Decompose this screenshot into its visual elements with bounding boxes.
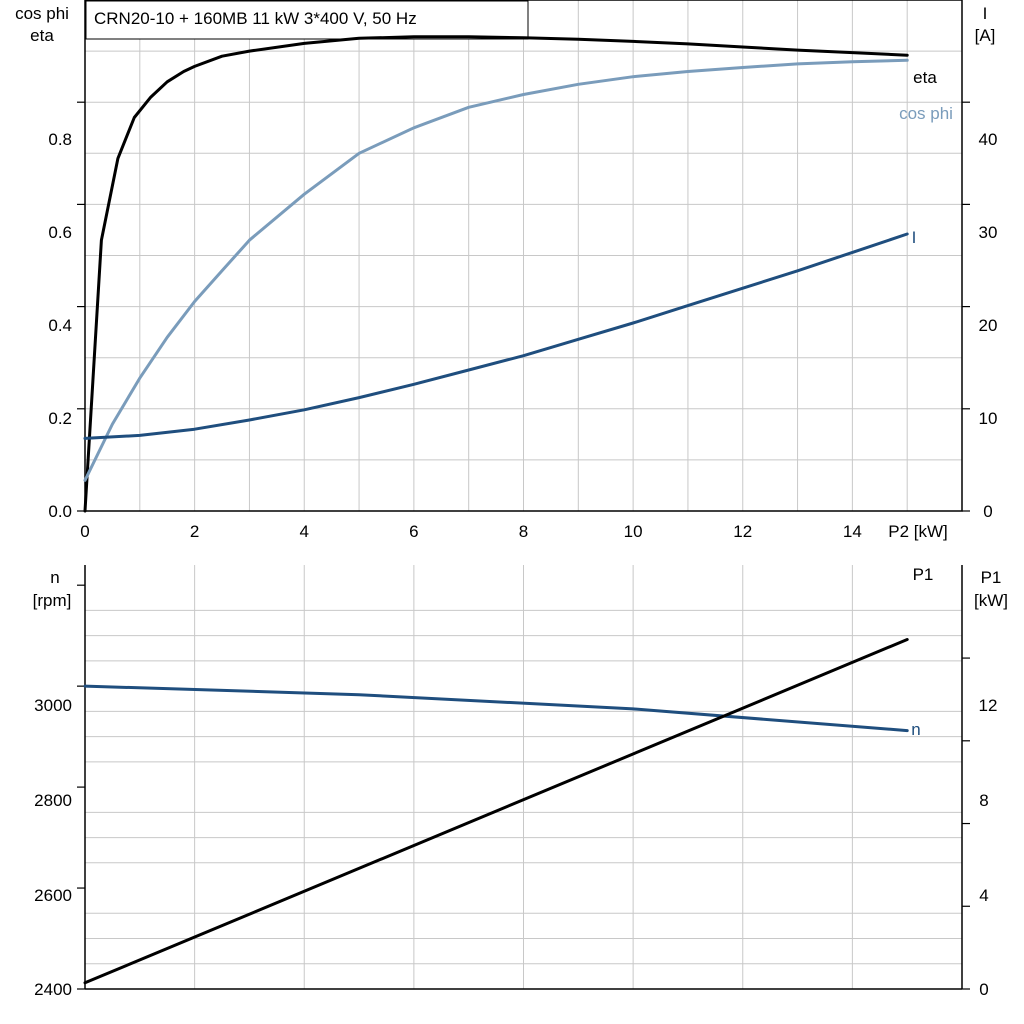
series-line-n	[83, 684, 909, 733]
series-label-eta: eta	[913, 68, 937, 87]
top-left-tick-3: 0.6	[48, 223, 72, 242]
bottom-left-tick-2: 2800	[34, 791, 72, 810]
x-tick-2: 4	[300, 522, 309, 541]
x-tick-1: 2	[190, 522, 199, 541]
x-axis-label: P2 [kW]	[888, 522, 948, 541]
x-tick-5: 10	[624, 522, 643, 541]
top-right-tick-labels: 0 10 20 30 40	[979, 130, 998, 521]
top-right-tick-1: 10	[979, 409, 998, 428]
top-left-axis-label-line2: eta	[30, 26, 54, 45]
top-right-tick-3: 30	[979, 223, 998, 242]
top-left-tick-labels: 0.0 0.2 0.4 0.6 0.8	[48, 130, 72, 521]
top-left-tick-4: 0.8	[48, 130, 72, 149]
top-left-axis-label-line1: cos phi	[15, 4, 69, 23]
top-series-group	[83, 35, 909, 513]
top-left-tick-2: 0.4	[48, 316, 72, 335]
top-left-tick-1: 0.2	[48, 409, 72, 428]
series-label-n: n	[911, 720, 920, 739]
series-line-P1	[83, 638, 909, 985]
chart-title-box	[85, 0, 529, 40]
top-right-tick-4: 40	[979, 130, 998, 149]
bottom-series-group	[83, 638, 909, 985]
bottom-left-tick-0: 2400	[34, 980, 72, 999]
bottom-right-axis-label-line1: P1	[981, 568, 1002, 587]
series-line-cos-phi	[83, 58, 909, 482]
bottom-left-axis-label-line2: [rpm]	[33, 591, 72, 610]
x-tick-0: 0	[80, 522, 89, 541]
x-tick-3: 6	[409, 522, 418, 541]
top-right-tick-2: 20	[979, 316, 998, 335]
series-line-eta	[83, 35, 909, 513]
series-line-I	[83, 232, 909, 440]
chart-title: CRN20-10 + 160MB 11 kW 3*400 V, 50 Hz	[94, 9, 417, 28]
bottom-right-axis-label-line2: [kW]	[974, 591, 1008, 610]
top-right-axis-label-line1: I	[983, 4, 988, 23]
x-tick-6: 12	[733, 522, 752, 541]
bottom-right-tick-2: 8	[979, 791, 988, 810]
x-tick-labels: 0 2 4 6 8 10 12 14	[80, 522, 862, 541]
series-label-I: I	[912, 228, 917, 247]
bottom-left-axis-label-line1: n	[50, 568, 59, 587]
top-panel-frame	[84, 0, 963, 512]
top-right-tick-0: 0	[983, 502, 992, 521]
top-right-axis-label-line2: [A]	[975, 26, 996, 45]
bottom-left-tick-1: 2600	[34, 886, 72, 905]
x-tick-7: 14	[843, 522, 862, 541]
bottom-right-tick-3: 12	[979, 696, 998, 715]
bottom-panel-grid	[77, 565, 970, 990]
top-panel-grid	[77, 0, 970, 512]
x-tick-4: 8	[519, 522, 528, 541]
bottom-right-tick-1: 4	[979, 886, 988, 905]
bottom-left-tick-3: 3000	[34, 696, 72, 715]
series-label-P1: P1	[913, 565, 934, 584]
top-left-tick-0: 0.0	[48, 502, 72, 521]
bottom-right-tick-0: 0	[979, 980, 988, 999]
series-label-cos-phi: cos phi	[899, 104, 953, 123]
bottom-left-tick-labels: 2400 2600 2800 3000	[34, 696, 72, 999]
bottom-right-tick-labels: 0 4 8 12	[979, 696, 998, 999]
